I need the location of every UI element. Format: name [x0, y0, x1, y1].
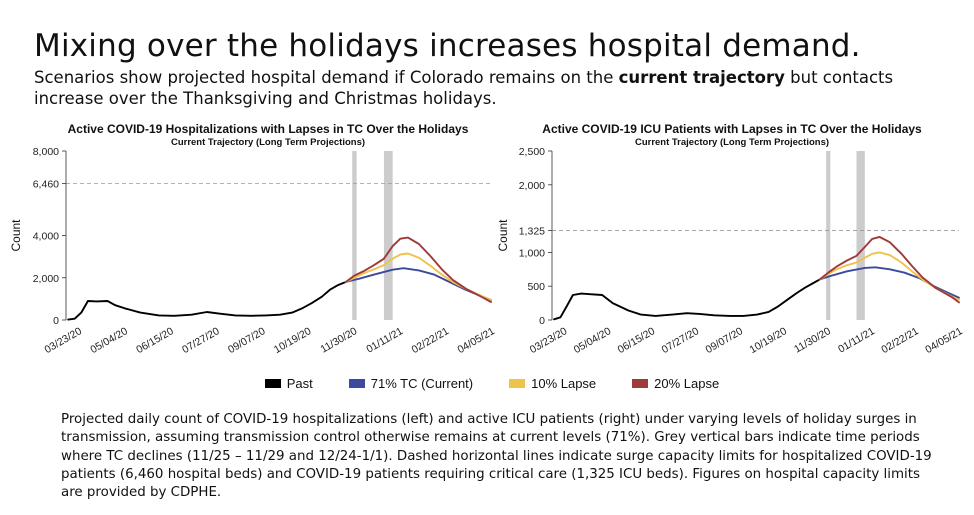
figure-caption: Projected daily count of COVID-19 hospit…: [61, 412, 932, 501]
chart-title: Active COVID-19 Hospitalizations with La…: [68, 122, 469, 136]
icu-chart: Active COVID-19 ICU Patients with Lapses…: [494, 118, 974, 368]
subtitle-emphasis: current trajectory: [618, 68, 785, 87]
y-tick-label: 0: [53, 315, 59, 327]
series-line-71-tc-current: [818, 266, 960, 299]
legend-label-current: 71% TC (Current): [370, 376, 474, 391]
x-tick-label: 07/27/20: [180, 325, 222, 356]
subtitle-text-start: Scenarios show projected hospital demand…: [34, 68, 619, 87]
x-tick-label: 07/27/20: [660, 325, 702, 356]
y-axis-label: Count: [496, 219, 510, 252]
slide-title: Mixing over the holidays increases hospi…: [34, 28, 861, 64]
y-tick-label: 8,000: [33, 146, 59, 158]
legend-label-past: Past: [286, 376, 313, 391]
legend-swatch-20-lapse: [632, 379, 649, 388]
y-tick-label: 500: [527, 281, 545, 293]
subtitle-text-end: but contacts increase over the Thanksgiv…: [34, 68, 894, 108]
x-tick-label: 09/07/20: [226, 325, 268, 356]
hospitalizations-chart-svg: Active COVID-19 Hospitalizations with La…: [9, 122, 497, 356]
x-tick-label: 04/05/21: [455, 325, 497, 356]
x-tick-label: 01/11/21: [364, 325, 405, 356]
hospitalizations-chart: Active COVID-19 Hospitalizations with La…: [4, 118, 504, 368]
legend-label-10-lapse: 10% Lapse: [531, 376, 597, 391]
x-tick-label: 06/15/20: [134, 325, 176, 356]
x-tick-label: 04/05/21: [923, 325, 965, 356]
x-tick-label: 03/23/20: [528, 325, 570, 356]
series-line-20-lapse: [818, 235, 960, 304]
x-tick-label: 05/04/20: [572, 325, 614, 356]
x-tick-label: 11/30/20: [792, 325, 833, 356]
x-tick-label: 10/19/20: [272, 325, 314, 356]
shaded-period-2: [856, 151, 865, 320]
shaded-period-1: [352, 151, 357, 320]
chart-legend: Past 71% TC (Current) 10% Lapse 20% Laps…: [0, 376, 974, 391]
y-tick-label: 0: [539, 315, 545, 327]
legend-label-20-lapse: 20% Lapse: [654, 376, 720, 391]
slide-subtitle: Scenarios show projected hospital demand…: [34, 67, 954, 109]
y-tick-label: 1,000: [519, 247, 545, 259]
series-line-past: [67, 281, 347, 321]
icu-chart-svg: Active COVID-19 ICU Patients with Lapses…: [496, 122, 965, 356]
legend-item-20-lapse: 20% Lapse: [632, 376, 719, 391]
chart-subtitle: Current Trajectory (Long Term Projection…: [171, 137, 365, 148]
y-tick-label: 1,325: [519, 225, 545, 237]
y-tick-label: 2,000: [33, 273, 59, 285]
y-axis-label: Count: [9, 219, 23, 252]
x-tick-label: 02/22/21: [410, 325, 452, 356]
legend-item-10-lapse: 10% Lapse: [509, 376, 596, 391]
y-tick-label: 2,500: [519, 146, 545, 158]
x-tick-label: 11/30/20: [318, 325, 359, 356]
y-tick-label: 4,000: [33, 231, 59, 243]
series-line-71-tc-current: [344, 267, 492, 301]
legend-swatch-current: [348, 379, 365, 388]
shaded-period-2: [383, 151, 393, 320]
legend-item-current: 71% TC (Current): [348, 376, 474, 391]
x-tick-label: 03/23/20: [42, 325, 84, 356]
legend-swatch-past: [264, 379, 281, 388]
series-line-past: [553, 278, 821, 321]
chart-subtitle: Current Trajectory (Long Term Projection…: [635, 137, 829, 148]
y-tick-label: 6,460: [33, 179, 59, 191]
x-tick-label: 02/22/21: [879, 325, 921, 356]
x-tick-label: 09/07/20: [704, 325, 746, 356]
y-tick-label: 2,000: [519, 180, 545, 192]
series-line-20-lapse: [344, 236, 492, 303]
legend-item-past: Past: [264, 376, 313, 391]
legend-swatch-10-lapse: [509, 379, 526, 388]
x-tick-label: 06/15/20: [616, 325, 658, 356]
series-line-10-lapse: [818, 251, 960, 301]
x-tick-label: 10/19/20: [748, 325, 790, 356]
chart-title: Active COVID-19 ICU Patients with Lapses…: [542, 122, 922, 136]
x-tick-label: 01/11/21: [836, 325, 877, 356]
x-tick-label: 05/04/20: [88, 325, 130, 356]
shaded-period-1: [826, 151, 831, 320]
